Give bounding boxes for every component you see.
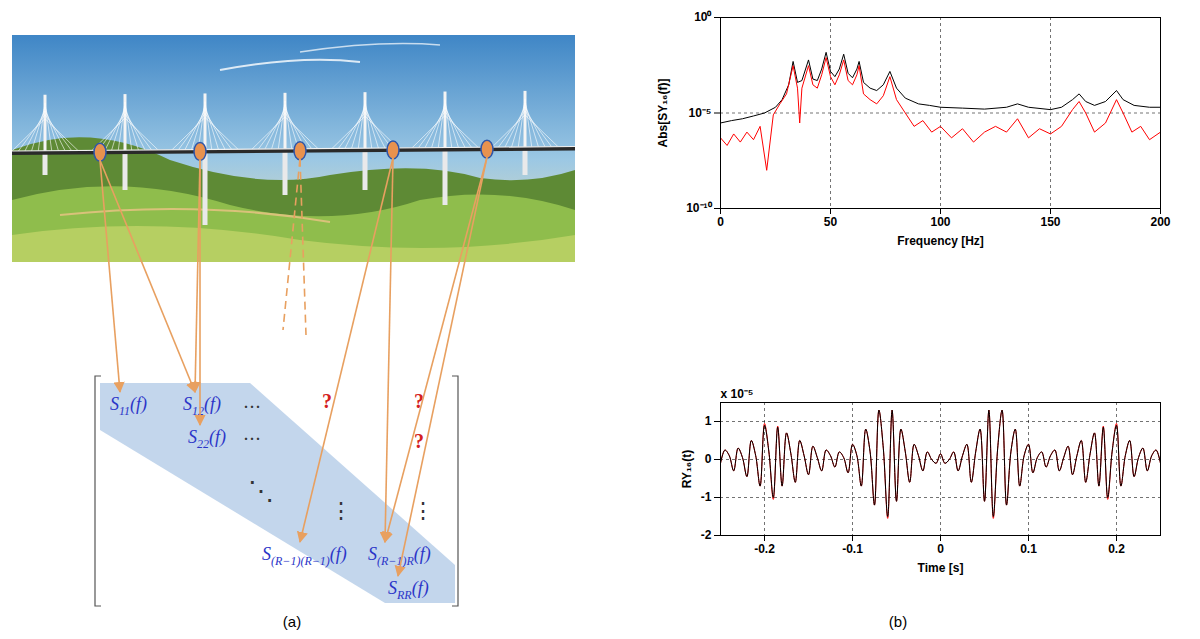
svg-text:Time [s]: Time [s] — [918, 561, 964, 575]
svg-text:S12(f): S12(f) — [183, 394, 221, 418]
svg-text:S22(f): S22(f) — [188, 427, 226, 451]
svg-text:0: 0 — [717, 215, 724, 229]
svg-text:1: 1 — [705, 414, 712, 428]
svg-text:?: ? — [414, 430, 424, 452]
svg-text:⋮: ⋮ — [330, 498, 352, 523]
svg-text:Frequency [Hz]: Frequency [Hz] — [897, 234, 984, 248]
svg-text:S(R−1)R(f): S(R−1)R(f) — [368, 544, 431, 568]
svg-text:⋱: ⋱ — [248, 476, 274, 506]
svg-text:100: 100 — [930, 215, 950, 229]
svg-text:-1: -1 — [701, 490, 712, 504]
svg-text:SRR(f): SRR(f) — [388, 578, 429, 602]
svg-text:-0.1: -0.1 — [842, 542, 863, 556]
svg-text:⋮: ⋮ — [412, 498, 434, 523]
svg-text:…: … — [243, 423, 261, 444]
html-text:(b): (b) — [888, 613, 908, 630]
svg-text:200: 200 — [1150, 215, 1170, 229]
svg-text:0: 0 — [937, 542, 944, 556]
svg-text:10⁻⁵: 10⁻⁵ — [689, 106, 712, 120]
svg-text:-0.2: -0.2 — [754, 542, 775, 556]
svg-text:S11(f): S11(f) — [110, 394, 147, 418]
svg-text:-2: -2 — [701, 528, 712, 542]
svg-text:0.1: 0.1 — [1020, 542, 1037, 556]
svg-text:0: 0 — [705, 452, 712, 466]
svg-text:0.2: 0.2 — [1108, 542, 1125, 556]
svg-text:?: ? — [322, 390, 332, 412]
svg-text:150: 150 — [1040, 215, 1060, 229]
svg-text:S(R−1)(R−1)(f): S(R−1)(R−1)(f) — [262, 544, 347, 568]
svg-text:10⁻¹⁰: 10⁻¹⁰ — [686, 201, 712, 215]
svg-text:RY₁₆(t): RY₁₆(t) — [680, 450, 694, 489]
svg-text:50: 50 — [824, 215, 838, 229]
html-text:(a): (a) — [282, 613, 302, 630]
svg-text:x 10⁻⁵: x 10⁻⁵ — [721, 387, 754, 401]
svg-text:Abs[SY₁₆(f)]: Abs[SY₁₆(f)] — [656, 78, 670, 147]
svg-text:…: … — [243, 391, 261, 412]
svg-text:10⁰: 10⁰ — [694, 10, 712, 24]
